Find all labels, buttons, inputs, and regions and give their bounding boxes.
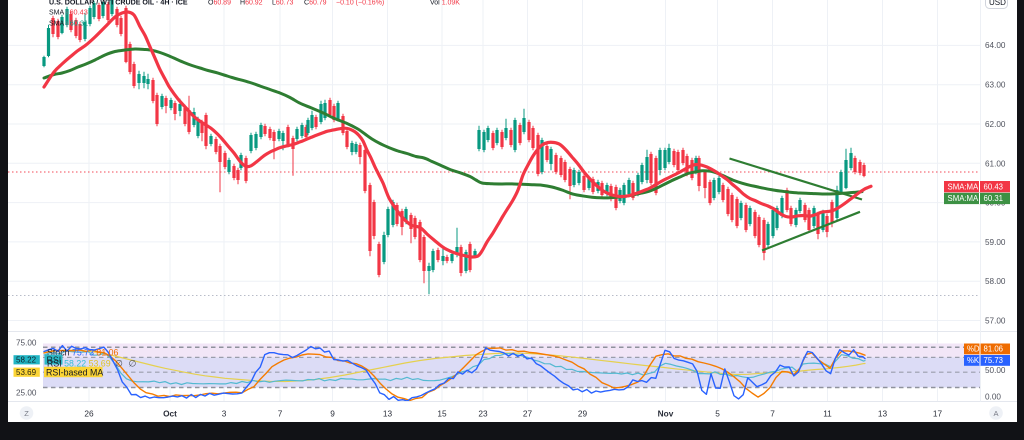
svg-text:17: 17 [933, 408, 943, 418]
svg-text:23: 23 [478, 408, 488, 418]
svg-text:RSI 58.22 53.69: RSI 58.22 53.69 [47, 358, 111, 368]
svg-text:7: 7 [278, 408, 283, 418]
svg-text:%K: %K [967, 356, 980, 365]
svg-text:SMA:MA: SMA:MA [948, 194, 980, 203]
svg-text:60.31: 60.31 [70, 19, 88, 28]
svg-text:USD: USD [989, 0, 1006, 7]
svg-text:60.43: 60.43 [70, 7, 88, 16]
svg-text:O60.89: O60.89 [208, 0, 231, 7]
svg-text:61.00: 61.00 [985, 159, 1006, 168]
svg-text:−0.10 (−0.16%): −0.10 (−0.16%) [336, 0, 384, 7]
svg-text:11: 11 [823, 408, 832, 418]
svg-text:Z: Z [24, 409, 29, 418]
svg-text:27: 27 [523, 408, 533, 418]
svg-text:RSI: RSI [47, 355, 62, 365]
svg-text:A: A [993, 409, 998, 418]
svg-text:62.00: 62.00 [985, 120, 1006, 129]
svg-text:57.00: 57.00 [985, 317, 1006, 326]
svg-text:Vol 1.09K: Vol 1.09K [430, 0, 460, 7]
svg-text:0.00: 0.00 [985, 393, 1001, 402]
svg-text:7: 7 [770, 408, 775, 418]
svg-text:13: 13 [878, 408, 888, 418]
svg-text:∅: ∅ [115, 358, 123, 368]
svg-text:50.00: 50.00 [985, 366, 1006, 375]
svg-text:RSI-based MA: RSI-based MA [46, 367, 103, 377]
svg-text:75.00: 75.00 [16, 338, 37, 347]
svg-text:3: 3 [222, 408, 227, 418]
svg-text:60.43: 60.43 [984, 182, 1004, 191]
svg-text:C60.79: C60.79 [304, 0, 327, 7]
svg-text:60.31: 60.31 [984, 194, 1004, 203]
svg-text:25.00: 25.00 [16, 389, 37, 398]
svg-text:26: 26 [84, 408, 94, 418]
svg-text:H60.92: H60.92 [240, 0, 263, 7]
svg-text:SMA 9: SMA 9 [49, 21, 69, 28]
svg-text:U.S. DOLLAR / WTI CRUDE OIL ·: U.S. DOLLAR / WTI CRUDE OIL · 4H · ICE [49, 0, 188, 7]
svg-text:64.00: 64.00 [985, 41, 1006, 50]
svg-text:SMA 9: SMA 9 [49, 9, 69, 16]
svg-text:13: 13 [383, 408, 393, 418]
svg-text:5: 5 [715, 408, 720, 418]
svg-text:58.00: 58.00 [985, 277, 1006, 286]
svg-text:Stoch 75.73 81.06: Stoch 75.73 81.06 [47, 347, 119, 357]
svg-text:↑: ↑ [65, 19, 68, 26]
svg-text:75.73: 75.73 [984, 356, 1004, 365]
svg-text:9: 9 [330, 408, 335, 418]
svg-text:%D: %D [967, 344, 980, 353]
svg-text:SMA:MA: SMA:MA [948, 182, 980, 191]
svg-text:63.00: 63.00 [985, 81, 1006, 90]
svg-text:58.22: 58.22 [16, 356, 37, 365]
svg-text:59.00: 59.00 [985, 238, 1006, 247]
svg-text:29: 29 [578, 408, 588, 418]
svg-text:Oct: Oct [163, 408, 177, 418]
svg-text:L60.73: L60.73 [272, 0, 294, 7]
svg-text:∅: ∅ [129, 358, 137, 368]
svg-text:81.06: 81.06 [984, 344, 1004, 353]
svg-text:15: 15 [437, 408, 447, 418]
svg-text:53.69: 53.69 [16, 368, 37, 377]
svg-text:Nov: Nov [658, 408, 674, 418]
